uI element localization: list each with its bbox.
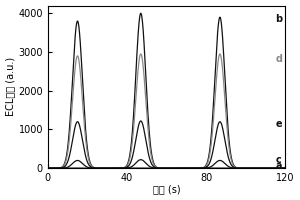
Y-axis label: ECL强度 (a.u.): ECL强度 (a.u.)	[6, 57, 16, 116]
Text: c: c	[275, 155, 281, 165]
Text: d: d	[275, 54, 282, 64]
X-axis label: 时间 (s): 时间 (s)	[153, 184, 180, 194]
Text: e: e	[275, 119, 282, 129]
Text: b: b	[275, 14, 282, 24]
Text: a: a	[275, 161, 282, 171]
